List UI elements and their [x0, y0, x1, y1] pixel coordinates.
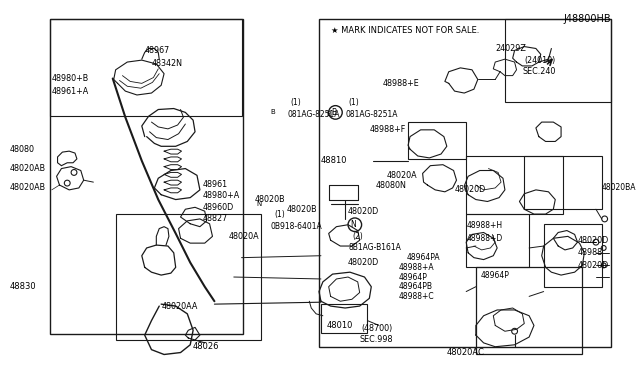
Text: ★ MARK INDICATES NOT FOR SALE.: ★ MARK INDICATES NOT FOR SALE. — [331, 26, 479, 35]
Text: 48961: 48961 — [203, 180, 228, 189]
Text: 48988: 48988 — [577, 248, 603, 257]
Text: B: B — [326, 111, 331, 117]
Text: 48020D: 48020D — [577, 261, 609, 270]
Text: 48980+A: 48980+A — [203, 191, 240, 200]
Text: 48020D: 48020D — [348, 258, 380, 267]
Text: 081AG-8251A: 081AG-8251A — [345, 110, 397, 119]
Bar — [505, 19, 611, 102]
Text: 48020B: 48020B — [255, 195, 285, 204]
Bar — [466, 156, 563, 214]
Text: 48960D: 48960D — [203, 203, 234, 212]
Text: 48964PA: 48964PA — [406, 253, 440, 262]
Bar — [321, 304, 367, 333]
Text: 48964P: 48964P — [481, 270, 509, 280]
Text: 48988+C: 48988+C — [398, 292, 434, 301]
Bar — [466, 214, 529, 267]
Bar — [476, 267, 582, 355]
Text: B: B — [270, 109, 275, 115]
Text: 48010: 48010 — [327, 321, 353, 330]
Text: B: B — [331, 108, 336, 117]
Bar — [116, 214, 261, 340]
Text: 48988+E: 48988+E — [383, 79, 420, 88]
Text: 48020B: 48020B — [287, 205, 317, 214]
Text: 48020AA: 48020AA — [161, 302, 198, 311]
Text: 48020AB: 48020AB — [9, 183, 45, 192]
Text: 48964PB: 48964PB — [398, 282, 433, 291]
Bar — [524, 156, 602, 209]
Text: (24010): (24010) — [524, 56, 556, 65]
Bar — [543, 224, 602, 287]
Text: 48080N: 48080N — [375, 180, 406, 189]
Text: 48964P: 48964P — [398, 273, 428, 282]
Text: SEC.998: SEC.998 — [360, 336, 393, 344]
Text: SEC.240: SEC.240 — [522, 67, 556, 76]
Text: 48020AB: 48020AB — [9, 164, 45, 173]
Text: (2): (2) — [352, 232, 363, 241]
Text: 48980+B: 48980+B — [52, 74, 89, 83]
Text: 0B918-6401A: 0B918-6401A — [271, 222, 323, 231]
Text: (1): (1) — [348, 98, 359, 107]
Text: 8B1AG-B161A: 8B1AG-B161A — [348, 243, 401, 253]
Text: 48020A: 48020A — [229, 232, 260, 241]
Text: 48988+H: 48988+H — [466, 221, 502, 230]
Bar — [50, 19, 241, 116]
Text: 48988+D: 48988+D — [466, 234, 502, 243]
Text: (1): (1) — [290, 98, 301, 107]
Text: 48988+A: 48988+A — [398, 263, 434, 272]
Bar — [408, 122, 466, 159]
Text: J48800HB: J48800HB — [563, 15, 611, 25]
Text: 48967: 48967 — [145, 46, 170, 55]
Bar — [319, 19, 611, 347]
Text: N: N — [257, 201, 262, 208]
Text: (1): (1) — [275, 209, 285, 219]
Bar — [50, 19, 243, 334]
Text: 48020BA: 48020BA — [602, 183, 636, 192]
Text: (48700): (48700) — [362, 324, 393, 333]
Text: 48020A: 48020A — [387, 171, 417, 180]
Text: 48827: 48827 — [203, 214, 228, 224]
Text: 48080: 48080 — [9, 145, 34, 154]
Text: 48342N: 48342N — [152, 60, 182, 68]
Text: 48830: 48830 — [9, 282, 36, 291]
Text: 48988+F: 48988+F — [369, 125, 406, 134]
Text: 48810: 48810 — [321, 156, 348, 165]
Text: 48026: 48026 — [193, 342, 220, 351]
Text: 48020D: 48020D — [454, 185, 486, 195]
Text: 081AG-8251A: 081AG-8251A — [287, 110, 340, 119]
Text: 48020AC: 48020AC — [447, 348, 484, 357]
Text: 48020D: 48020D — [348, 207, 380, 216]
Text: 24029Z: 24029Z — [495, 44, 526, 53]
Text: N: N — [350, 220, 356, 229]
Text: 48020D: 48020D — [577, 236, 609, 245]
Text: 48961+A: 48961+A — [52, 87, 89, 96]
